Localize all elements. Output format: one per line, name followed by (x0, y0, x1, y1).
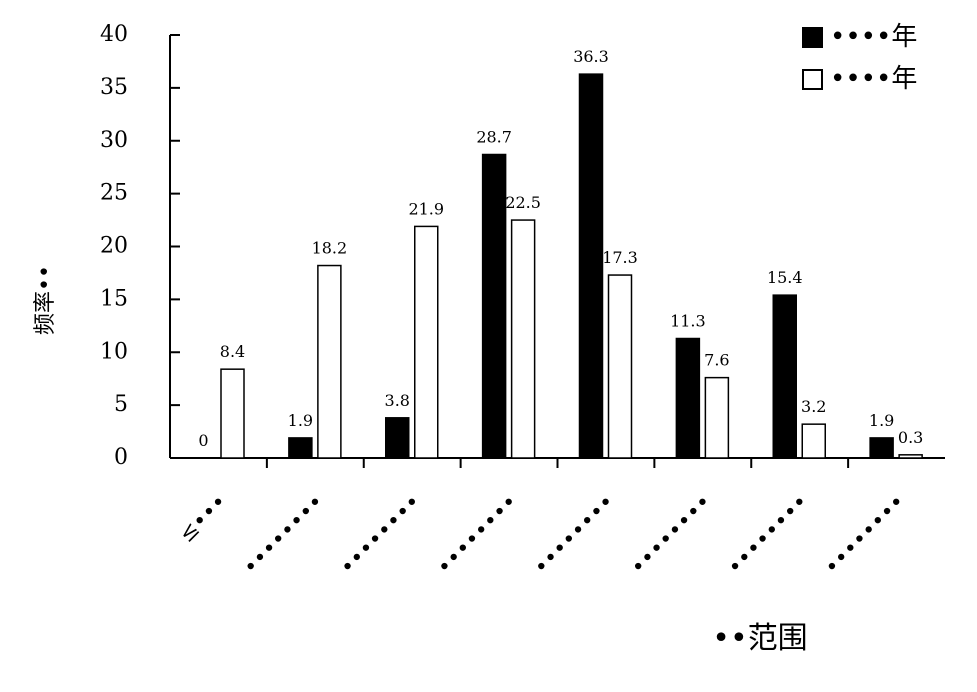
data-label: 28.7 (476, 127, 512, 146)
bar (288, 437, 313, 459)
legend-label: ••••年 (830, 22, 917, 52)
data-label: 8.4 (220, 342, 245, 361)
bar (220, 368, 245, 459)
data-label: 0.3 (898, 428, 923, 447)
x-tick-label: •••••••• (529, 490, 620, 581)
y-axis-title: 频率•• (33, 265, 58, 335)
data-label: 17.3 (602, 248, 638, 267)
data-label: 15.4 (767, 268, 803, 287)
legend-swatch (802, 69, 823, 90)
data-label: 22.5 (505, 193, 541, 212)
data-label: 18.2 (312, 239, 348, 258)
y-tick-label: 10 (100, 339, 128, 364)
x-tick-label: ≤••• (174, 490, 232, 548)
y-tick-label: 5 (114, 392, 128, 417)
y-tick-label: 35 (100, 75, 128, 100)
y-tick-label: 0 (114, 445, 128, 470)
y-tick-label: 15 (100, 286, 128, 311)
y-tick-label: 30 (100, 128, 128, 153)
data-label: 3.8 (385, 391, 410, 410)
y-tick-label: 20 (100, 234, 128, 259)
bar (607, 274, 633, 459)
bar (578, 73, 604, 459)
bar (317, 264, 342, 459)
bar (898, 454, 923, 459)
bar (481, 153, 507, 459)
x-tick-label: •••••••• (238, 490, 329, 581)
x-tick-label: •••••••• (626, 490, 717, 581)
bar (414, 225, 439, 459)
data-label: 36.3 (573, 47, 609, 66)
data-label: 21.9 (408, 199, 444, 218)
legend-swatch (802, 27, 823, 48)
legend-label: ••••年 (830, 64, 917, 94)
bar (801, 423, 826, 459)
bar (704, 376, 730, 459)
bar (869, 437, 894, 459)
data-label: 11.3 (670, 312, 706, 331)
x-tick-label: •••••••• (335, 490, 426, 581)
x-axis-title: ••范围 (712, 621, 807, 656)
bar (675, 337, 701, 459)
y-tick-label: 40 (100, 22, 128, 47)
bar (772, 294, 797, 459)
data-label: 1.9 (288, 411, 313, 430)
data-label: 3.2 (801, 397, 826, 416)
bar (510, 219, 536, 459)
y-tick-label: 25 (100, 181, 128, 206)
data-label: 1.9 (869, 411, 894, 430)
x-tick-label: •••••••• (723, 490, 814, 581)
data-label: 7.6 (704, 351, 729, 370)
x-tick-label: •••••••• (432, 490, 523, 581)
x-tick-label: •••••••• (820, 490, 911, 581)
bar (385, 417, 410, 459)
data-label: 0 (198, 431, 208, 450)
